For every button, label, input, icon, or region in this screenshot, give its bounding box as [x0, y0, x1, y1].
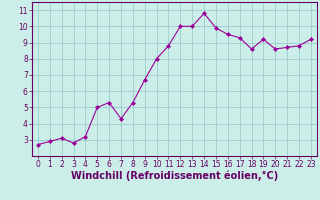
X-axis label: Windchill (Refroidissement éolien,°C): Windchill (Refroidissement éolien,°C) [71, 171, 278, 181]
